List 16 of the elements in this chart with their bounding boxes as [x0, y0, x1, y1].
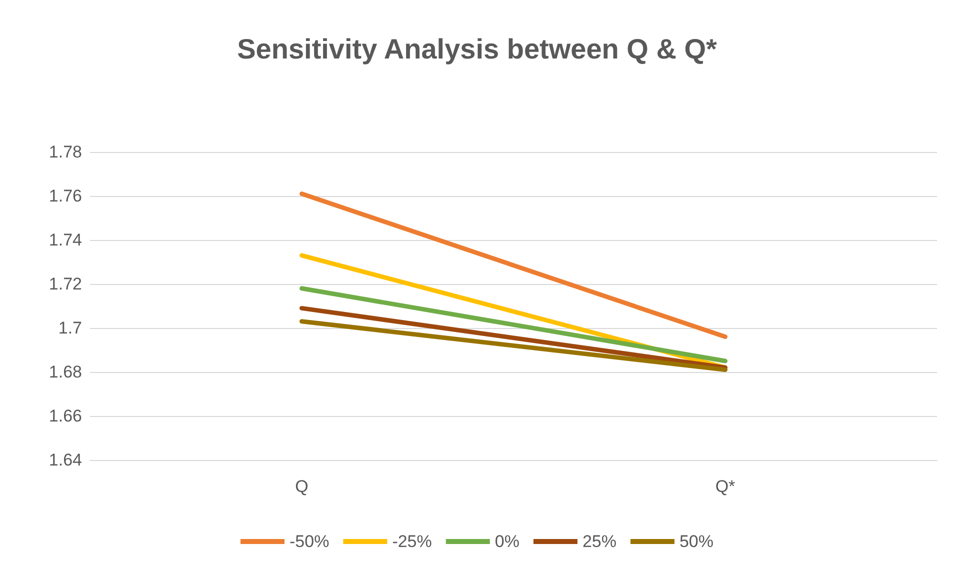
legend-label: -50%: [290, 532, 330, 551]
y-tick-label: 1.74: [48, 230, 82, 250]
legend-label: -25%: [392, 532, 432, 551]
y-tick-label: 1.72: [48, 274, 82, 294]
y-tick-label: 1.78: [48, 142, 82, 162]
y-tick-label: 1.66: [48, 406, 82, 426]
chart-title: Sensitivity Analysis between Q & Q*: [237, 34, 717, 64]
legend-label: 0%: [494, 532, 520, 551]
y-tick-label: 1.68: [48, 362, 82, 382]
legend-label: 50%: [679, 532, 714, 551]
x-tick-label: Q: [295, 477, 308, 496]
y-tick-label: 1.64: [48, 450, 82, 470]
y-tick-label: 1.7: [58, 318, 82, 338]
x-tick-label: Q*: [715, 477, 736, 496]
y-tick-label: 1.76: [48, 186, 82, 206]
legend-label: 25%: [582, 532, 616, 551]
